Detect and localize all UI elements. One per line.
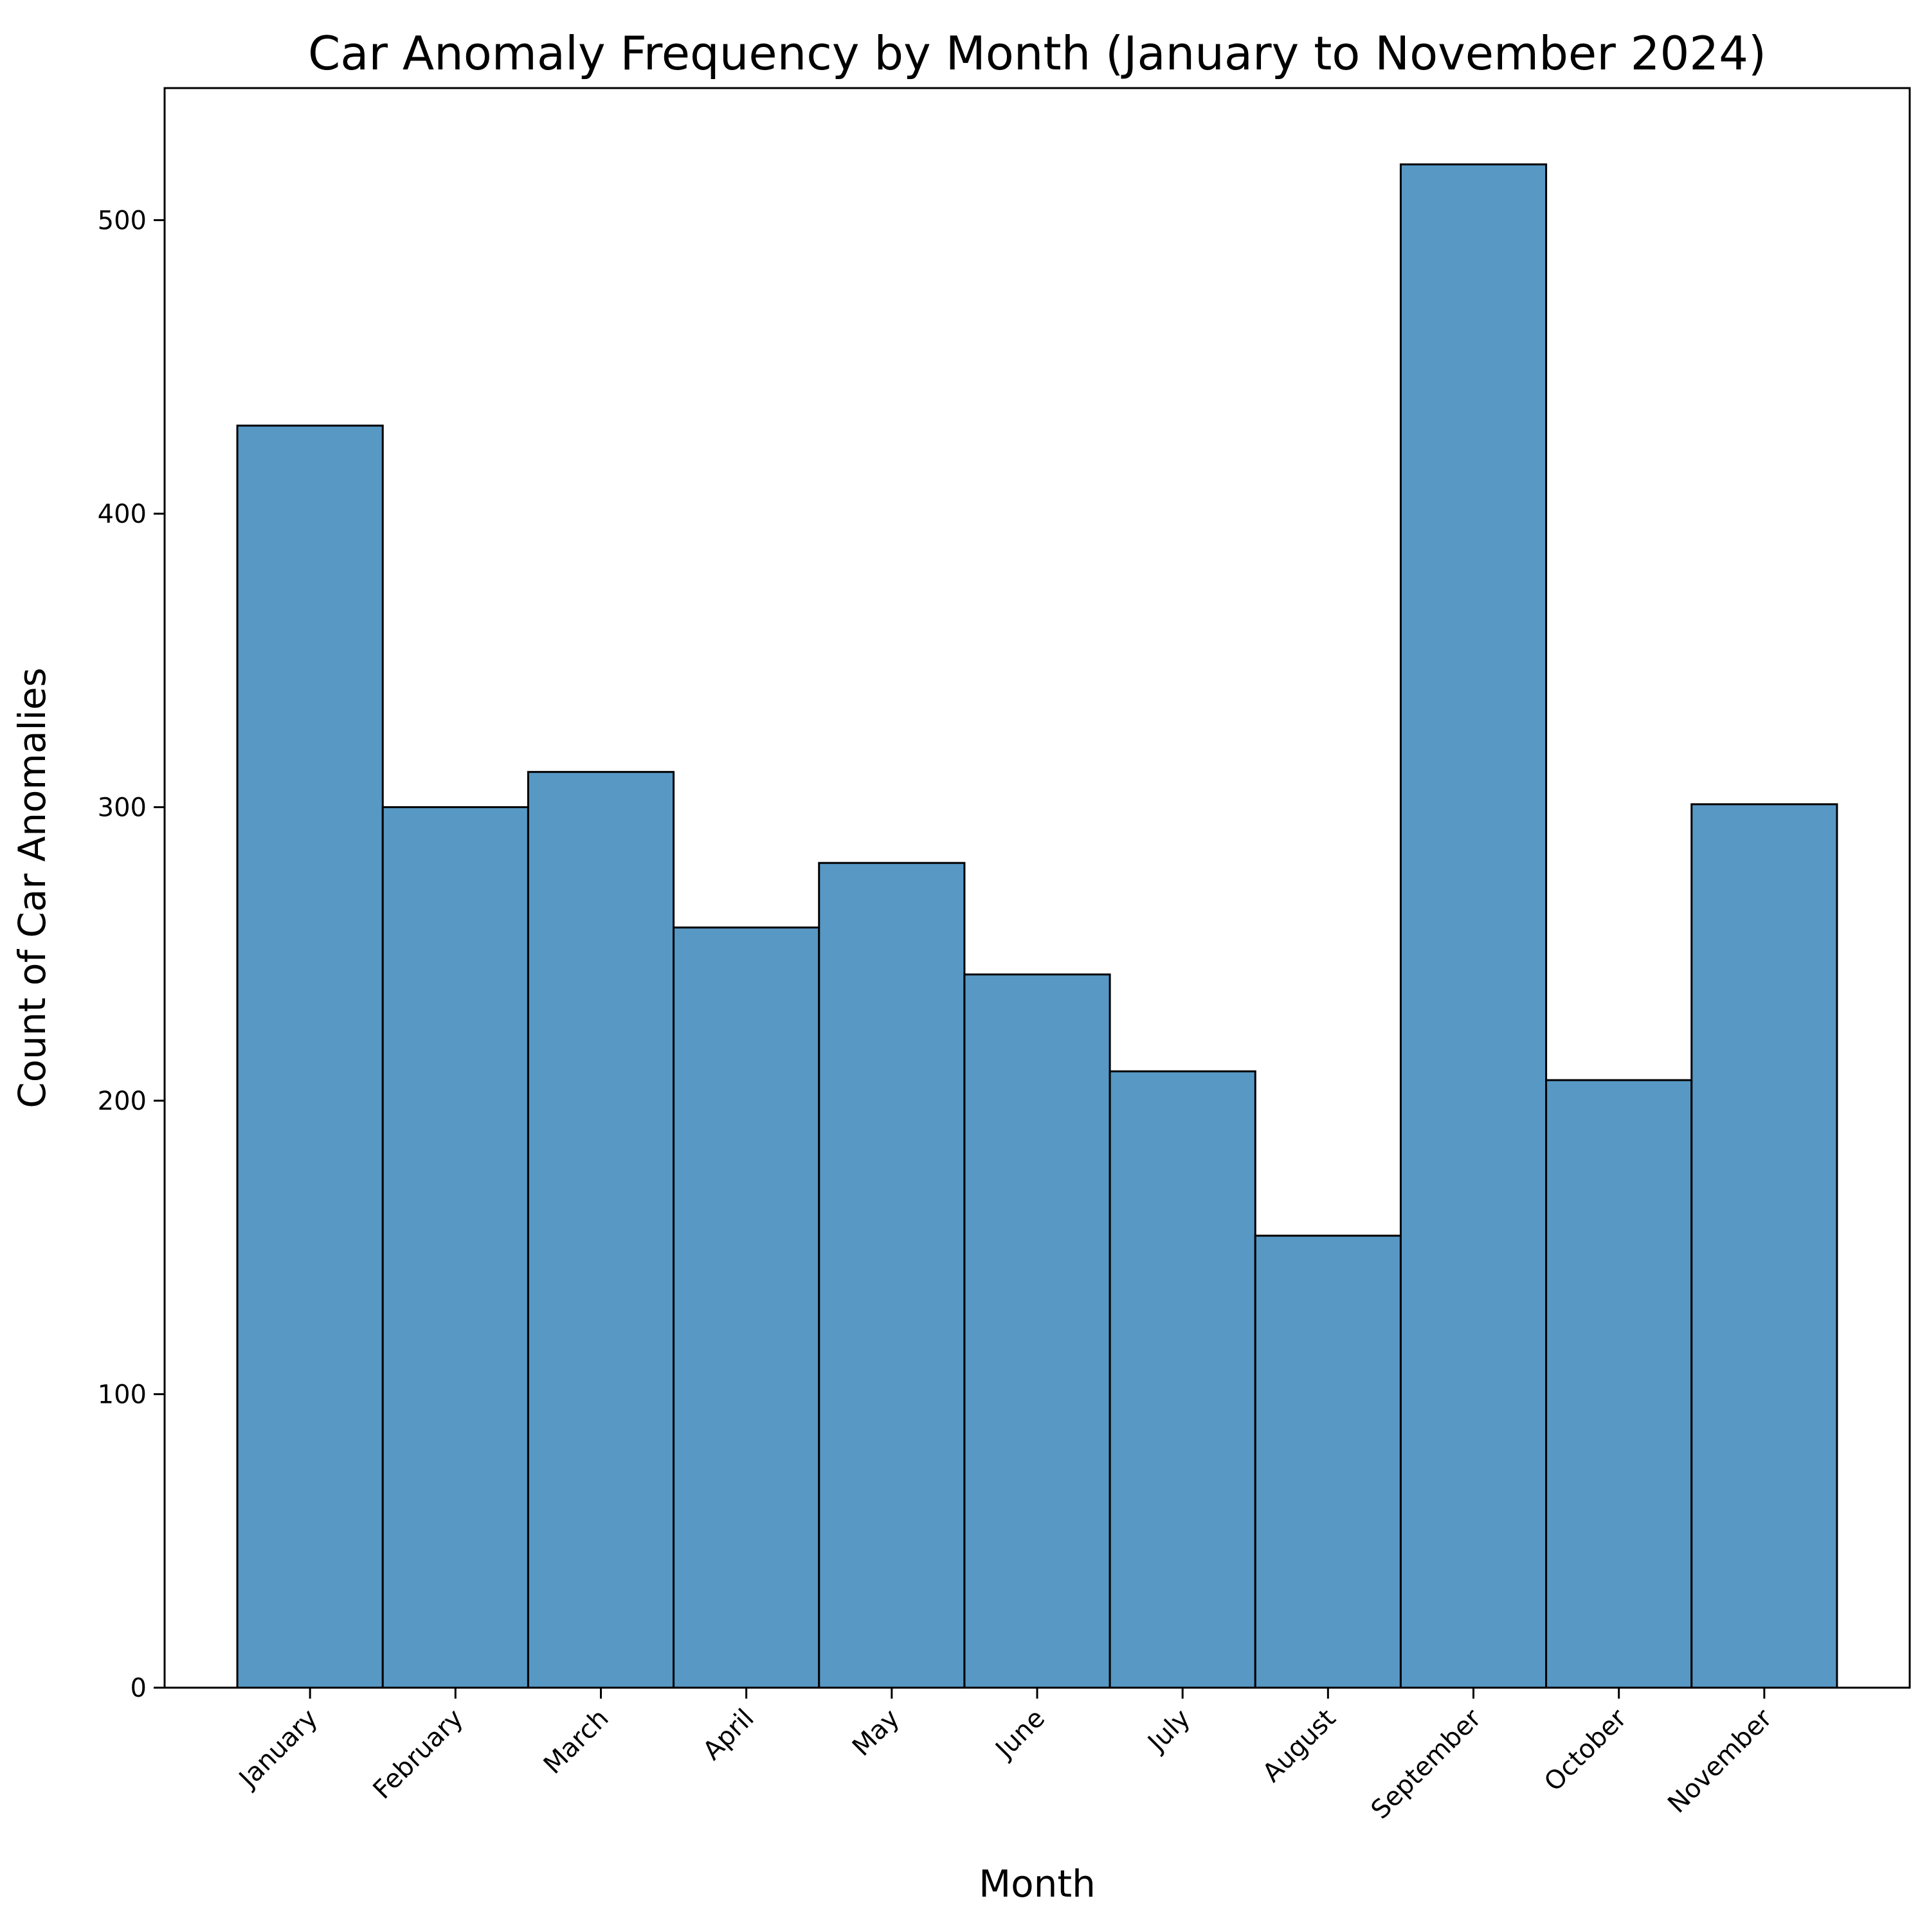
bar-april	[673, 926, 820, 1689]
y-tick-label: 100	[98, 1380, 147, 1409]
plot-frame	[163, 87, 1911, 1689]
bars-group	[236, 163, 1838, 1689]
bar-august	[1254, 1234, 1402, 1689]
bar-january	[236, 424, 384, 1689]
y-tick-label: 300	[98, 793, 147, 822]
y-tick-label: 200	[98, 1087, 147, 1116]
y-axis-label: Count of Car Anomalies	[10, 667, 54, 1108]
y-tick-label: 0	[131, 1674, 147, 1703]
bar-july	[1109, 1070, 1256, 1689]
bar-march	[527, 771, 675, 1689]
x-axis-label: Month	[979, 1862, 1096, 1906]
bar-june	[963, 973, 1111, 1689]
chart-title: Car Anomaly Frequency by Month (January …	[308, 26, 1766, 80]
y-tick-label: 400	[98, 500, 147, 529]
y-tick-label: 500	[98, 206, 147, 235]
bar-may	[818, 862, 966, 1689]
bar-november	[1690, 803, 1838, 1689]
bar-february	[381, 806, 529, 1689]
bar-september	[1399, 163, 1548, 1689]
bar-october	[1545, 1079, 1693, 1689]
y-axis-ticks: 0 100 200 300 400 500	[98, 206, 165, 1703]
